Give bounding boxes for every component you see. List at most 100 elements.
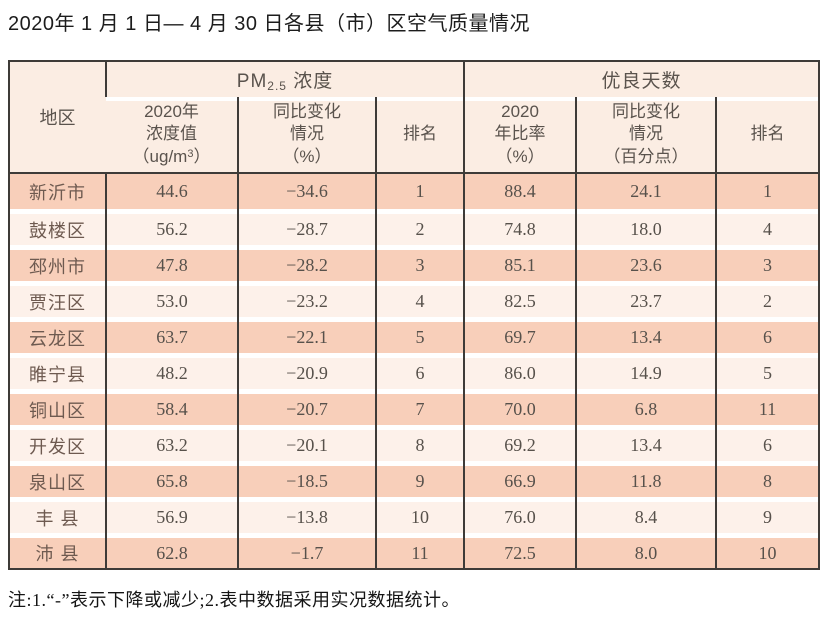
pm-change-cell: −18.5	[237, 461, 376, 497]
good-change-cell: 11.8	[575, 461, 717, 497]
table-row: 泉山区 65.8 −18.5 9 66.9 11.8 8	[9, 461, 820, 497]
pm-change-cell: −1.7	[237, 533, 376, 569]
good-change-cell: 14.9	[575, 353, 717, 389]
pm-change-cell: −22.1	[237, 317, 376, 353]
region-cell: 云龙区	[9, 317, 106, 353]
good-change-cell: 13.4	[575, 425, 717, 461]
good-change-cell: 8.0	[575, 533, 717, 569]
pm-change-cell: −34.6	[237, 172, 376, 209]
good-rate-cell: 70.0	[463, 389, 577, 425]
pm-value-cell: 58.4	[105, 389, 238, 425]
pm-rank-cell: 6	[374, 353, 465, 389]
table-row: 铜山区 58.4 −20.7 7 70.0 6.8 11	[9, 389, 820, 425]
region-cell: 开发区	[9, 425, 106, 461]
pm25-label: PM2.5 浓度	[236, 71, 334, 93]
good-rank-cell: 3	[715, 245, 820, 281]
footnote: 注:1.“-”表示下降或减少;2.表中数据采用实况数据统计。	[8, 590, 460, 610]
col-group-good-days: 优良天数	[463, 61, 820, 97]
pm-rank-cell: 9	[374, 461, 465, 497]
pm-value-cell: 65.8	[105, 461, 238, 497]
col-header-region: 地区	[9, 61, 106, 173]
good-rank-cell: 1	[715, 172, 820, 209]
good-rank-cell: 10	[715, 533, 820, 569]
good-rate-cell: 76.0	[463, 497, 577, 533]
good-rate-cell: 69.7	[463, 317, 577, 353]
good-rate-cell: 72.5	[463, 533, 577, 569]
col-header-good-rate: 2020 年比率 （%）	[463, 97, 577, 173]
pm-rank-cell: 11	[374, 533, 465, 569]
good-rate-cell: 74.8	[463, 209, 577, 245]
col-header-pm-change: 同比变化 情况 （%）	[237, 97, 376, 173]
table-header: 地区 PM2.5 浓度 优良天数 2020年 浓度值 （ug/m3） 同比变化 情…	[9, 61, 820, 173]
pm-change-cell: −28.2	[237, 245, 376, 281]
pm-rank-cell: 10	[374, 497, 465, 533]
pm-value-cell: 63.7	[105, 317, 238, 353]
table-row: 鼓楼区 56.2 −28.7 2 74.8 18.0 4	[9, 209, 820, 245]
region-cell: 泉山区	[9, 461, 106, 497]
good-rank-cell: 4	[715, 209, 820, 245]
pm-value-cell: 53.0	[105, 281, 238, 317]
pm-rank-cell: 2	[374, 209, 465, 245]
pm-change-cell: −13.8	[237, 497, 376, 533]
pm-rank-cell: 5	[374, 317, 465, 353]
table-row: 丰 县 56.9 −13.8 10 76.0 8.4 9	[9, 497, 820, 533]
table-row: 开发区 63.2 −20.1 8 69.2 13.4 6	[9, 425, 820, 461]
pm-change-cell: −20.9	[237, 353, 376, 389]
pm-change-cell: −20.1	[237, 425, 376, 461]
col-header-good-change: 同比变化 情况 （百分点）	[575, 97, 717, 173]
good-rate-cell: 88.4	[463, 172, 577, 209]
good-rank-cell: 6	[715, 317, 820, 353]
pm-rank-cell: 8	[374, 425, 465, 461]
region-cell: 睢宁县	[9, 353, 106, 389]
region-cell: 邳州市	[9, 245, 106, 281]
region-cell: 铜山区	[9, 389, 106, 425]
good-rate-cell: 82.5	[463, 281, 577, 317]
good-change-cell: 23.6	[575, 245, 717, 281]
region-cell: 鼓楼区	[9, 209, 106, 245]
air-quality-table: 地区 PM2.5 浓度 优良天数 2020年 浓度值 （ug/m3） 同比变化 情…	[8, 60, 821, 570]
region-cell: 丰 县	[9, 497, 106, 533]
pm-value-cell: 63.2	[105, 425, 238, 461]
sub-header-row: 2020年 浓度值 （ug/m3） 同比变化 情况 （%） 排名 2020 年比率…	[9, 97, 820, 173]
good-rate-cell: 69.2	[463, 425, 577, 461]
pm-rank-cell: 3	[374, 245, 465, 281]
good-change-cell: 6.8	[575, 389, 717, 425]
pm-rank-cell: 1	[374, 172, 465, 209]
pm-rank-cell: 7	[374, 389, 465, 425]
pm-rank-cell: 4	[374, 281, 465, 317]
good-change-cell: 8.4	[575, 497, 717, 533]
group-header-row: 地区 PM2.5 浓度 优良天数	[9, 61, 820, 173]
pm-value-cell: 44.6	[105, 172, 238, 209]
table-row: 邳州市 47.8 −28.2 3 85.1 23.6 3	[9, 245, 820, 281]
pm-value-cell: 56.2	[105, 209, 238, 245]
table-body: 新沂市 44.6 −34.6 1 88.4 24.1 1 鼓楼区 56.2 −2…	[9, 172, 820, 569]
table-row: 沛 县 62.8 −1.7 11 72.5 8.0 10	[9, 533, 820, 569]
good-change-cell: 13.4	[575, 317, 717, 353]
pm-value-cell: 62.8	[105, 533, 238, 569]
col-header-pm-value: 2020年 浓度值 （ug/m3）	[106, 97, 238, 173]
col-header-good-rank: 排名	[715, 97, 820, 173]
good-rank-cell: 6	[715, 425, 820, 461]
good-change-cell: 24.1	[575, 172, 717, 209]
table-row: 睢宁县 48.2 −20.9 6 86.0 14.9 5	[9, 353, 820, 389]
good-rank-cell: 9	[715, 497, 820, 533]
good-rate-cell: 85.1	[463, 245, 577, 281]
region-cell: 新沂市	[9, 172, 106, 209]
good-rank-cell: 2	[715, 281, 820, 317]
good-change-cell: 23.7	[575, 281, 717, 317]
good-rank-cell: 11	[715, 389, 820, 425]
good-change-cell: 18.0	[575, 209, 717, 245]
region-cell: 沛 县	[9, 533, 106, 569]
pm-change-cell: −23.2	[237, 281, 376, 317]
good-rate-cell: 66.9	[463, 461, 577, 497]
pm-value-cell: 48.2	[105, 353, 238, 389]
table-row: 新沂市 44.6 −34.6 1 88.4 24.1 1	[9, 172, 820, 209]
pm-value-cell: 56.9	[105, 497, 238, 533]
pm-change-cell: −20.7	[237, 389, 376, 425]
region-cell: 贾汪区	[9, 281, 106, 317]
good-rate-cell: 86.0	[463, 353, 577, 389]
good-rank-cell: 8	[715, 461, 820, 497]
col-group-pm25: PM2.5 浓度	[104, 61, 465, 97]
page-title: 2020年 1 月 1 日— 4 月 30 日各县（市）区空气质量情况	[8, 13, 531, 35]
